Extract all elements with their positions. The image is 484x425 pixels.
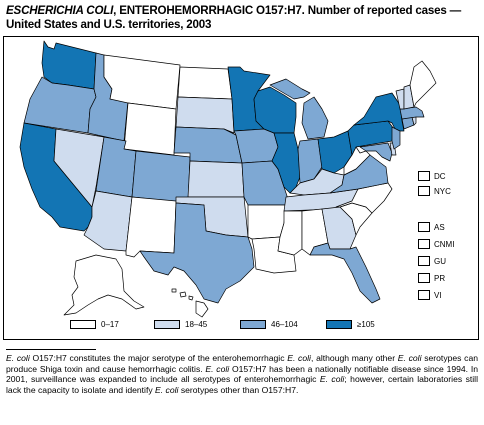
us-choropleth-map bbox=[19, 40, 437, 318]
territory-as-label: AS bbox=[434, 223, 445, 232]
legend-label-105-plus: ≥105 bbox=[357, 320, 375, 329]
territory-nyc-box bbox=[418, 186, 430, 196]
territory-gu-label: GU bbox=[434, 257, 446, 266]
territory-vi-label: VI bbox=[434, 291, 442, 300]
state-ar bbox=[247, 204, 287, 240]
map-frame bbox=[3, 36, 479, 340]
caption-part-9: E. coli bbox=[319, 374, 345, 385]
state-co bbox=[131, 150, 191, 204]
state-nc bbox=[335, 182, 393, 214]
territory-dc-box bbox=[418, 171, 430, 181]
caption-part-2: O157:H7 constitutes the major serotype o… bbox=[29, 353, 288, 363]
figure-caption: E. coli O157:H7 constitutes the major se… bbox=[6, 353, 478, 395]
caption-part-8: O157:H7 has been a nationally notifiable… bbox=[6, 363, 478, 385]
state-ia bbox=[233, 128, 279, 164]
territory-pr-label: PR bbox=[434, 274, 446, 283]
territory-cnmi-label: CNMI bbox=[434, 240, 455, 249]
figure-title: ESCHERICHIA COLI, ENTEROHEMORRHAGIC O157… bbox=[6, 4, 478, 32]
caption-part-7: E. coli bbox=[205, 363, 230, 374]
state-tx bbox=[139, 202, 255, 304]
caption-part-12: serotypes other than O157:H7. bbox=[178, 384, 299, 395]
legend-label-18-45: 18–45 bbox=[185, 320, 208, 329]
territory-vi-box bbox=[418, 290, 430, 300]
caption-part-5: E. coli bbox=[397, 353, 422, 363]
legend-label-46-104: 46–104 bbox=[271, 320, 298, 329]
territory-dc-label: DC bbox=[434, 172, 446, 181]
state-hi bbox=[171, 288, 209, 318]
territory-cnmi-box bbox=[418, 239, 430, 249]
caption-part-4: , although many other bbox=[310, 353, 398, 363]
state-nv bbox=[53, 128, 105, 208]
state-sd bbox=[175, 96, 235, 134]
territory-gu-box bbox=[418, 256, 430, 266]
legend-swatch-105-plus bbox=[326, 320, 352, 329]
title-rest: , ENTEROHEMORRHAGIC O157:H7. Number of r… bbox=[6, 4, 462, 31]
state-nd bbox=[177, 66, 233, 100]
state-ak bbox=[63, 254, 145, 316]
caption-part-3: E. coli bbox=[287, 353, 311, 363]
title-italic: ESCHERICHIA COLI bbox=[6, 4, 114, 17]
territory-nyc-label: NYC bbox=[434, 187, 451, 196]
state-nj bbox=[391, 126, 401, 150]
caption-part-6: serotypes can produce Shiga toxin and ca… bbox=[6, 353, 479, 374]
state-me bbox=[409, 60, 437, 108]
state-md bbox=[359, 142, 393, 162]
state-nm bbox=[125, 196, 177, 258]
state-fl bbox=[309, 242, 381, 304]
legend-swatch-18-45 bbox=[154, 320, 180, 329]
state-ma bbox=[399, 106, 425, 120]
legend-swatch-46-104 bbox=[240, 320, 266, 329]
state-wy bbox=[123, 102, 177, 156]
territory-as-box bbox=[418, 222, 430, 232]
caption-part-1: E. coli bbox=[6, 353, 30, 363]
caption-divider bbox=[6, 349, 96, 350]
caption-part-10: ; however, certain laboratories still la… bbox=[6, 374, 478, 395]
state-ks bbox=[187, 160, 245, 198]
territory-pr-box bbox=[418, 273, 430, 283]
legend-swatch-0-17 bbox=[70, 320, 96, 329]
state-mi bbox=[269, 78, 329, 140]
caption-part-11: E. coli bbox=[155, 384, 179, 395]
legend-label-0-17: 0–17 bbox=[101, 320, 119, 329]
